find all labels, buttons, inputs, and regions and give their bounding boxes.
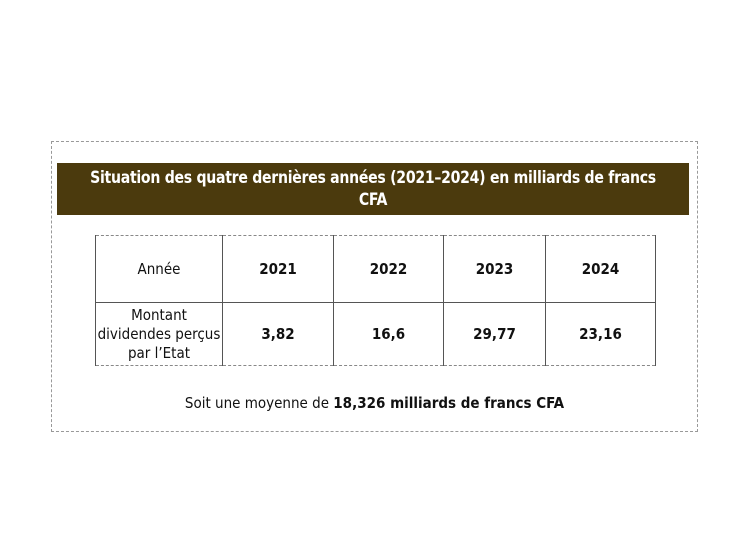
value-cell: 16,6 — [333, 302, 444, 366]
header-label: Année — [95, 235, 223, 303]
dividends-table: Année 2021 2022 2023 2024 Montant divide… — [95, 235, 656, 366]
average-prefix: Soit une moyenne de — [184, 394, 334, 412]
title-banner: Situation des quatre dernières années (2… — [57, 163, 689, 215]
document-frame — [51, 141, 698, 432]
table-row: Année 2021 2022 2023 2024 — [95, 235, 656, 303]
year-cell: 2023 — [443, 235, 546, 303]
year-cell: 2024 — [545, 235, 656, 303]
page-title: Situation des quatre dernières années (2… — [90, 168, 656, 210]
row-label: Montant dividendes perçus par l’Etat — [95, 302, 223, 366]
year-cell: 2021 — [222, 235, 334, 303]
average-summary: Soit une moyenne de 18,326 milliards de … — [51, 394, 698, 412]
year-cell: 2022 — [333, 235, 444, 303]
average-value: 18,326 milliards de francs CFA — [333, 394, 565, 412]
value-cell: 3,82 — [222, 302, 334, 366]
table-row: Montant dividendes perçus par l’Etat 3,8… — [95, 302, 656, 366]
value-cell: 23,16 — [545, 302, 656, 366]
value-cell: 29,77 — [443, 302, 546, 366]
